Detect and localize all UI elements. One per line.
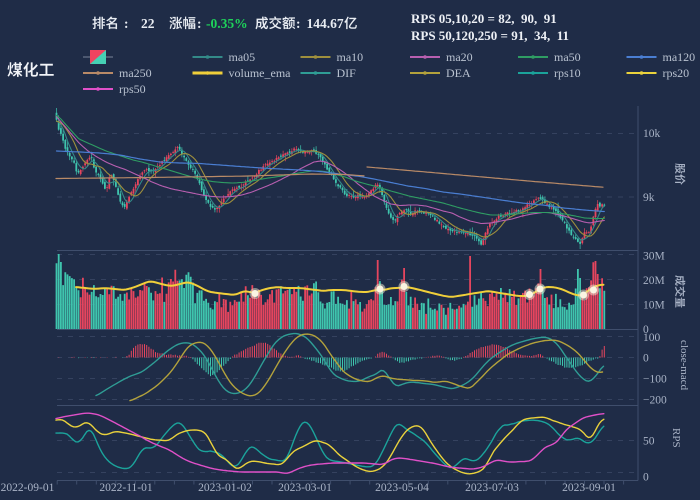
svg-text:50: 50 — [643, 436, 655, 448]
svg-text:close-macd: close-macd — [678, 340, 690, 391]
svg-text:ma250: ma250 — [119, 66, 152, 80]
svg-text::: : — [197, 16, 202, 31]
svg-text:2022-11-01: 2022-11-01 — [99, 482, 152, 494]
svg-text:ma05: ma05 — [229, 50, 256, 64]
svg-text:DEA: DEA — [446, 66, 471, 80]
svg-text:22: 22 — [141, 16, 155, 31]
svg-text::: : — [124, 16, 129, 31]
svg-text:0: 0 — [643, 472, 649, 484]
svg-text:2023-09-01: 2023-09-01 — [562, 482, 616, 494]
svg-text:ma50: ma50 — [554, 50, 581, 64]
svg-text:−200: −200 — [643, 395, 667, 407]
svg-text:9k: 9k — [643, 192, 655, 204]
svg-text:volume_ema: volume_ema — [229, 66, 292, 80]
svg-text:RPS: RPS — [670, 428, 682, 448]
svg-text:30M: 30M — [643, 251, 665, 263]
svg-text:rps20: rps20 — [663, 66, 690, 80]
svg-text:rps50: rps50 — [119, 82, 146, 96]
svg-text:0: 0 — [643, 324, 649, 336]
svg-text:RPS 05,10,20 = 82, 90, 91: RPS 05,10,20 = 82, 90, 91 — [411, 11, 557, 26]
svg-text:2023-01-02: 2023-01-02 — [198, 482, 252, 494]
svg-text:ma120: ma120 — [663, 50, 696, 64]
svg-text:2023-05-04: 2023-05-04 — [375, 482, 429, 494]
svg-text:DIF: DIF — [337, 66, 357, 80]
svg-text:10k: 10k — [643, 128, 661, 140]
svg-text:0: 0 — [643, 353, 649, 365]
svg-text:2022-09-01: 2022-09-01 — [1, 482, 55, 494]
svg-text:ma20: ma20 — [446, 50, 473, 64]
svg-text:RPS 50,120,250 = 91, 34, 11: RPS 50,120,250 = 91, 34, 11 — [411, 28, 569, 43]
svg-text:2023-03-01: 2023-03-01 — [278, 482, 332, 494]
svg-text:144.67: 144.67 — [307, 16, 344, 31]
svg-text:ma10: ma10 — [337, 50, 364, 64]
svg-text:−100: −100 — [643, 374, 667, 386]
svg-text:10M: 10M — [643, 300, 665, 312]
svg-text:2023-07-03: 2023-07-03 — [465, 482, 519, 494]
svg-text:-0.35%: -0.35% — [206, 16, 248, 31]
svg-text:rps10: rps10 — [554, 66, 581, 80]
svg-text::: : — [296, 16, 301, 31]
svg-text:20M: 20M — [643, 275, 665, 287]
svg-text:100: 100 — [643, 332, 661, 344]
